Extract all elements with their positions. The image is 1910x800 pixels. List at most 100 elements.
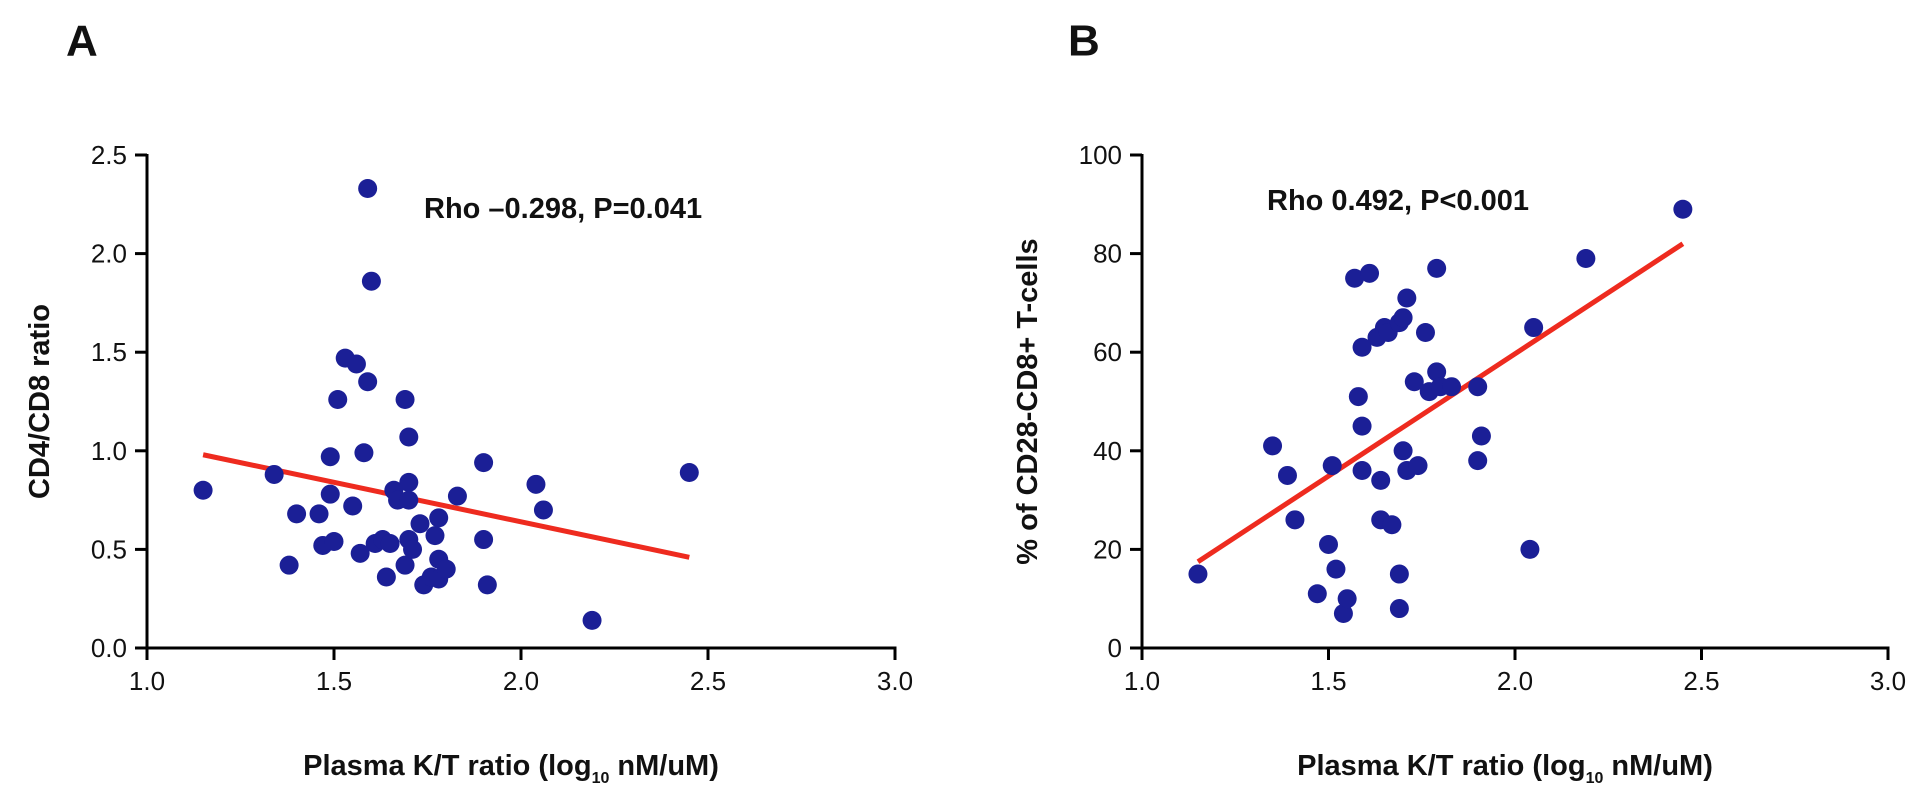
- data-point: [1337, 589, 1357, 609]
- regression-line: [1196, 241, 1685, 564]
- data-point: [279, 555, 299, 575]
- data-point: [399, 427, 419, 447]
- data-point: [395, 390, 415, 410]
- data-point: [193, 480, 213, 500]
- data-point: [380, 533, 400, 553]
- data-point: [1404, 372, 1424, 392]
- x-tick-label: 3.0: [877, 666, 913, 696]
- data-point: [346, 354, 366, 374]
- data-point: [1389, 599, 1409, 619]
- data-point: [324, 532, 344, 552]
- data-point: [1333, 603, 1353, 623]
- data-point: [1188, 564, 1208, 584]
- panel-letter: A: [66, 17, 98, 66]
- data-point: [1389, 564, 1409, 584]
- data-point: [1415, 322, 1435, 342]
- data-point: [1397, 288, 1417, 308]
- data-point: [425, 526, 445, 546]
- data-point: [447, 486, 467, 506]
- panel-b: B 1.0 1.5 2.0 2.5 3.0 0 20 40 60 80 100 % of CD28-CD…: [1012, 17, 1906, 787]
- panel-a: A 1.0 1.5 2.0 2.5 3.0 0.0 0.5 1.0 1.5 2.0 2.5 CD4/CD…: [24, 17, 913, 787]
- correlation-annotation: Rho 0.492, P<0.001: [1267, 185, 1529, 217]
- x-tick-label: 2.5: [690, 666, 726, 696]
- data-point: [1427, 362, 1447, 382]
- data-point: [1348, 387, 1368, 407]
- data-point: [1352, 461, 1372, 481]
- data-point: [1468, 377, 1488, 397]
- data-point: [533, 500, 553, 520]
- y-tick-label: 0.5: [91, 534, 127, 564]
- data-point: [361, 271, 381, 291]
- data-point: [1307, 584, 1327, 604]
- regression-line: [202, 452, 690, 560]
- data-point: [320, 484, 340, 504]
- x-axis-label: Plasma K/T ratio (log10 nM/uM): [1297, 750, 1713, 787]
- data-point: [1345, 268, 1365, 288]
- x-tick-label: 1.0: [1124, 666, 1160, 696]
- y-tick-label: 2.0: [91, 239, 127, 269]
- data-point: [1393, 441, 1413, 461]
- y-tick-label: 20: [1093, 534, 1122, 564]
- y-tick-label: 2.5: [91, 140, 127, 170]
- data-point: [358, 179, 378, 199]
- data-point: [395, 555, 415, 575]
- data-point: [1285, 510, 1305, 530]
- data-point: [436, 559, 456, 579]
- y-axis-label: CD4/CD8 ratio: [24, 304, 56, 499]
- data-point: [679, 462, 699, 482]
- data-point: [474, 453, 494, 473]
- x-axis-label-subscript: 10: [1586, 770, 1604, 787]
- x-axis-label-subscript: 10: [592, 770, 610, 787]
- y-tick-label: 0: [1108, 633, 1122, 663]
- data-point: [1326, 559, 1346, 579]
- correlation-annotation: Rho –0.298, P=0.041: [424, 193, 702, 225]
- data-point: [1393, 308, 1413, 328]
- data-point: [1322, 456, 1342, 476]
- y-tick-label: 100: [1079, 140, 1122, 170]
- data-point: [582, 610, 602, 630]
- data-point: [1352, 337, 1372, 357]
- data-point: [350, 543, 370, 563]
- data-point: [287, 504, 307, 524]
- data-point: [1520, 539, 1540, 559]
- data-point: [1360, 263, 1380, 283]
- x-axis-label-part: Plasma K/T ratio (log: [1297, 750, 1585, 782]
- data-point: [399, 490, 419, 510]
- data-point: [410, 514, 430, 534]
- x-axis-label-part: nM/uM): [1603, 750, 1713, 782]
- data-point: [358, 372, 378, 392]
- y-tick-label: 1.5: [91, 337, 127, 367]
- data-point: [403, 539, 423, 559]
- x-tick-label: 1.5: [316, 666, 352, 696]
- data-point: [1427, 258, 1447, 278]
- y-axis-label: % of CD28-CD8+ T-cells: [1012, 238, 1044, 564]
- x-tick-label: 3.0: [1870, 666, 1906, 696]
- x-axis-label-part: Plasma K/T ratio (log: [303, 750, 591, 782]
- data-point: [399, 472, 419, 492]
- data-point: [1263, 436, 1283, 456]
- data-point: [1408, 456, 1428, 476]
- panel-letter: B: [1068, 17, 1100, 66]
- data-point: [309, 504, 329, 524]
- y-tick-label: 1.0: [91, 436, 127, 466]
- data-point: [1576, 249, 1596, 269]
- y-tick-label: 80: [1093, 239, 1122, 269]
- x-tick-label: 2.0: [503, 666, 539, 696]
- data-point: [1371, 470, 1391, 490]
- data-point: [264, 464, 284, 484]
- data-point: [1277, 465, 1297, 485]
- y-tick-label: 60: [1093, 337, 1122, 367]
- x-tick-label: 2.0: [1497, 666, 1533, 696]
- data-point: [1468, 451, 1488, 471]
- x-tick-label: 1.0: [129, 666, 165, 696]
- data-point: [1673, 199, 1693, 219]
- x-tick-label: 2.5: [1683, 666, 1719, 696]
- data-point: [1352, 416, 1372, 436]
- data-point: [1442, 377, 1462, 397]
- x-axis-label-part: nM/uM): [609, 750, 719, 782]
- y-tick-label: 40: [1093, 436, 1122, 466]
- data-point: [1471, 426, 1491, 446]
- x-axis-label: Plasma K/T ratio (log10 nM/uM): [303, 750, 719, 787]
- data-point: [526, 474, 546, 494]
